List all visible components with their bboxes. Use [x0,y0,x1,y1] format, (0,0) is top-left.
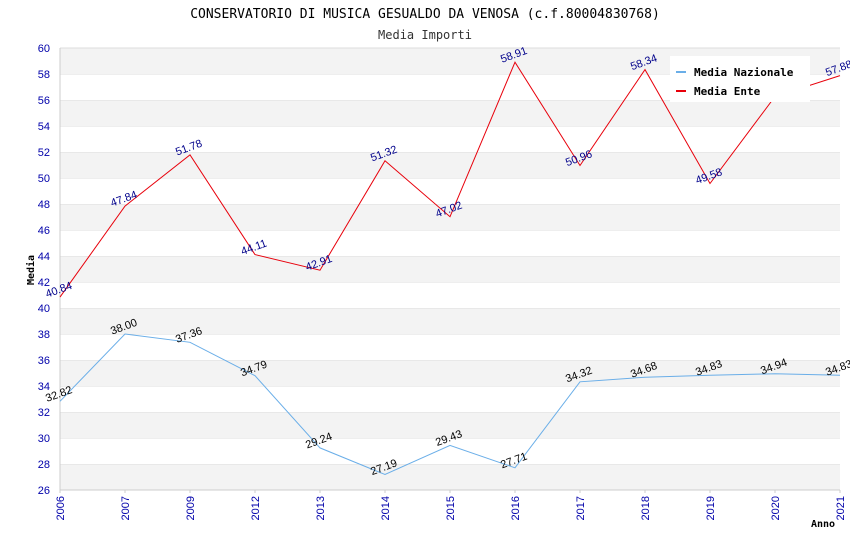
grid-band [60,256,840,282]
grid-band [60,334,840,360]
y-tick-label: 42 [38,277,50,289]
grid-band [60,282,840,308]
x-tick-label: 2021 [835,496,847,520]
x-tick-labels: 2006 2007 2009 2012 2013 2014 2015 2016 2017 2018… [55,490,847,520]
x-tick-label: 2019 [705,496,717,520]
y-tick-labels: 26 28 30 32 34 36 38 40 42 44 46 48 50 52 54 56 58 60 [38,43,50,497]
grid-band [60,126,840,152]
y-tick-label: 32 [38,407,50,419]
y-tick-label: 34 [38,381,50,393]
grid-band [60,308,840,334]
x-tick-label: 2020 [770,496,782,520]
grid-bands [60,47,840,490]
y-tick-label: 36 [38,355,50,367]
series-line [59,333,841,476]
legend-box [670,56,810,102]
grid-band [60,438,840,464]
series-line [59,61,841,298]
legend: Media Nazionale Media Ente [670,56,810,102]
x-tick-label: 2018 [640,496,652,520]
x-tick-label: 2016 [510,496,522,520]
grid-band [60,386,840,412]
y-axis-label: Media [25,255,37,285]
x-axis-label: Anno [811,519,835,530]
y-tick-label: 60 [38,43,50,55]
x-tick-label: 2006 [55,496,67,520]
y-tick-label: 40 [38,303,50,315]
x-tick-label: 2014 [380,496,392,520]
grid-band [60,152,840,178]
legend-entry: Media Ente [694,85,761,98]
chart-title: CONSERVATORIO DI MUSICA GESUALDO DA VENO… [190,7,660,22]
series-lines [59,61,841,476]
y-tick-label: 50 [38,173,50,185]
chart-subtitle: Media Importi [378,28,472,42]
y-tick-label: 28 [38,459,50,471]
y-tick-label: 26 [38,485,50,497]
x-tick-label: 2012 [250,496,262,520]
grid-band [60,412,840,438]
grid-band [60,100,840,126]
y-tick-label: 54 [38,121,50,133]
y-tick-label: 44 [38,251,50,263]
grid-band [60,360,840,386]
grid-band [60,464,840,490]
y-tick-label: 58 [38,69,50,81]
legend-entry: Media Nazionale [694,66,794,79]
y-tick-label: 56 [38,95,50,107]
x-tick-label: 2007 [120,496,132,520]
grid-band [60,230,840,256]
y-tick-label: 52 [38,147,50,159]
x-tick-label: 2015 [445,496,457,520]
y-tick-label: 48 [38,199,50,211]
x-tick-label: 2009 [185,496,197,520]
y-tick-label: 30 [38,433,50,445]
x-tick-label: 2013 [315,496,327,520]
x-tick-label: 2017 [575,496,587,520]
y-tick-label: 46 [38,225,50,237]
grid-band [60,178,840,204]
y-tick-label: 38 [38,329,50,341]
